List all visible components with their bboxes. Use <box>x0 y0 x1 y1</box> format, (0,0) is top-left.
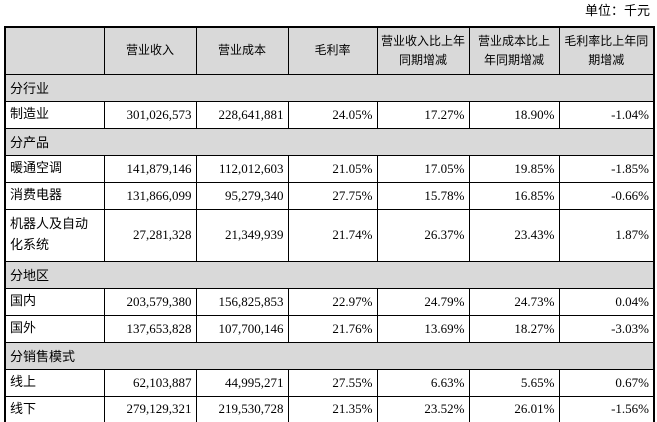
section-row: 分行业 <box>4 73 655 102</box>
cell-value: 21.05% <box>287 154 378 183</box>
cell-value: 17.05% <box>376 154 470 183</box>
row-label: 机器人及自动化系统 <box>4 208 105 262</box>
cell-value: 156,825,853 <box>195 287 289 316</box>
row-label: 国内 <box>4 287 105 316</box>
row-label: 制造业 <box>4 100 105 129</box>
row-label: 线下 <box>4 395 105 422</box>
table-row: 线上 62,103,887 44,995,271 27.55% 6.63% 5.65% 0.… <box>4 368 655 397</box>
section-title: 分行业 <box>4 73 655 102</box>
section-row: 分销售模式 <box>4 341 655 370</box>
table-row: 线下 279,129,321 219,530,728 21.35% 23.52% 26.0… <box>4 395 655 422</box>
cell-value: 26.01% <box>468 395 560 422</box>
cell-value: 21.35% <box>287 395 378 422</box>
row-label: 暖通空调 <box>4 154 105 183</box>
section-row: 分产品 <box>4 127 655 156</box>
column-header-blank <box>4 26 105 75</box>
column-header-cost-yoy: 营业成本比上年同期增减 <box>468 26 560 75</box>
cell-value: 6.63% <box>376 368 470 397</box>
column-header-gross-margin: 毛利率 <box>287 26 378 75</box>
row-label: 线上 <box>4 368 105 397</box>
table-row: 暖通空调 141,879,146 112,012,603 21.05% 17.05% 19… <box>4 154 655 183</box>
cell-value: 15.78% <box>376 181 470 210</box>
table-body: 分行业 制造业 301,026,573 228,641,881 24.05% 17.27%… <box>4 73 655 422</box>
table-header: 营业收入 营业成本 毛利率 营业收入比上年同期增减 营业成本比上年同期增减 毛利… <box>4 26 655 75</box>
cell-value: 0.04% <box>558 287 655 316</box>
table-row: 消费电器 131,866,099 95,279,340 27.75% 15.78% 16.… <box>4 181 655 210</box>
column-header-cost: 营业成本 <box>195 26 289 75</box>
row-label: 国外 <box>4 314 105 343</box>
header-row: 营业收入 营业成本 毛利率 营业收入比上年同期增减 营业成本比上年同期增减 毛利… <box>4 26 655 75</box>
cell-value: 27.55% <box>287 368 378 397</box>
cell-value: 23.43% <box>468 208 560 262</box>
cell-value: 141,879,146 <box>103 154 197 183</box>
cell-value: 301,026,573 <box>103 100 197 129</box>
cell-value: 228,641,881 <box>195 100 289 129</box>
column-header-revenue-yoy: 营业收入比上年同期增减 <box>376 26 470 75</box>
cell-value: 107,700,146 <box>195 314 289 343</box>
cell-value: 16.85% <box>468 181 560 210</box>
cell-value: -1.85% <box>558 154 655 183</box>
cell-value: 219,530,728 <box>195 395 289 422</box>
cell-value: 22.97% <box>287 287 378 316</box>
cell-value: 21.76% <box>287 314 378 343</box>
cell-value: 24.05% <box>287 100 378 129</box>
table-row: 机器人及自动化系统 27,281,328 21,349,939 21.74% 26.37… <box>4 208 655 262</box>
cell-value: 21.74% <box>287 208 378 262</box>
cell-value: 17.27% <box>376 100 470 129</box>
cell-value: 62,103,887 <box>103 368 197 397</box>
cell-value: 18.27% <box>468 314 560 343</box>
section-title: 分销售模式 <box>4 341 655 370</box>
cell-value: 18.90% <box>468 100 560 129</box>
cell-value: 19.85% <box>468 154 560 183</box>
cell-value: -3.03% <box>558 314 655 343</box>
table-row: 国外 137,653,828 107,700,146 21.76% 13.69% 18.2… <box>4 314 655 343</box>
cell-value: 95,279,340 <box>195 181 289 210</box>
cell-value: 203,579,380 <box>103 287 197 316</box>
table-row: 国内 203,579,380 156,825,853 22.97% 24.79% 24.7… <box>4 287 655 316</box>
cell-value: 279,129,321 <box>103 395 197 422</box>
section-title: 分产品 <box>4 127 655 156</box>
cell-value: 24.79% <box>376 287 470 316</box>
cell-value: 44,995,271 <box>195 368 289 397</box>
table-row: 制造业 301,026,573 228,641,881 24.05% 17.27% 18.… <box>4 100 655 129</box>
column-header-margin-yoy: 毛利率比上年同期增减 <box>558 26 655 75</box>
segment-financials-table: 营业收入 营业成本 毛利率 营业收入比上年同期增减 营业成本比上年同期增减 毛利… <box>4 26 655 422</box>
cell-value: 131,866,099 <box>103 181 197 210</box>
cell-value: 24.73% <box>468 287 560 316</box>
cell-value: 137,653,828 <box>103 314 197 343</box>
cell-value: 0.67% <box>558 368 655 397</box>
cell-value: 27,281,328 <box>103 208 197 262</box>
cell-value: 1.87% <box>558 208 655 262</box>
cell-value: 23.52% <box>376 395 470 422</box>
cell-value: -1.04% <box>558 100 655 129</box>
cell-value: 112,012,603 <box>195 154 289 183</box>
row-label: 消费电器 <box>4 181 105 210</box>
cell-value: 27.75% <box>287 181 378 210</box>
section-title: 分地区 <box>4 260 655 289</box>
cell-value: 26.37% <box>376 208 470 262</box>
cell-value: 5.65% <box>468 368 560 397</box>
unit-label: 单位：千元 <box>584 3 650 18</box>
cell-value: 13.69% <box>376 314 470 343</box>
column-header-revenue: 营业收入 <box>103 26 197 75</box>
section-row: 分地区 <box>4 260 655 289</box>
cell-value: -0.66% <box>558 181 655 210</box>
cell-value: 21,349,939 <box>195 208 289 262</box>
cell-value: -1.56% <box>558 395 655 422</box>
